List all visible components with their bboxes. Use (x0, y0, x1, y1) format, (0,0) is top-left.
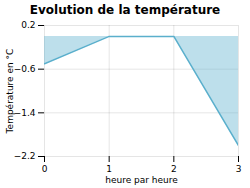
svg-text:−0.6: −0.6 (14, 64, 36, 74)
svg-text:0: 0 (42, 164, 48, 174)
svg-text:−2.2: −2.2 (14, 151, 36, 161)
svg-text:heure par heure: heure par heure (105, 175, 178, 185)
svg-text:1: 1 (106, 164, 112, 174)
svg-text:−1.4: −1.4 (14, 108, 36, 118)
svg-text:3: 3 (236, 164, 242, 174)
svg-text:2: 2 (171, 164, 177, 174)
html-text:Evolution de la température: Evolution de la température (29, 3, 221, 17)
svg-text:Température en °C: Température en °C (5, 49, 15, 135)
svg-text:0.2: 0.2 (21, 20, 35, 30)
